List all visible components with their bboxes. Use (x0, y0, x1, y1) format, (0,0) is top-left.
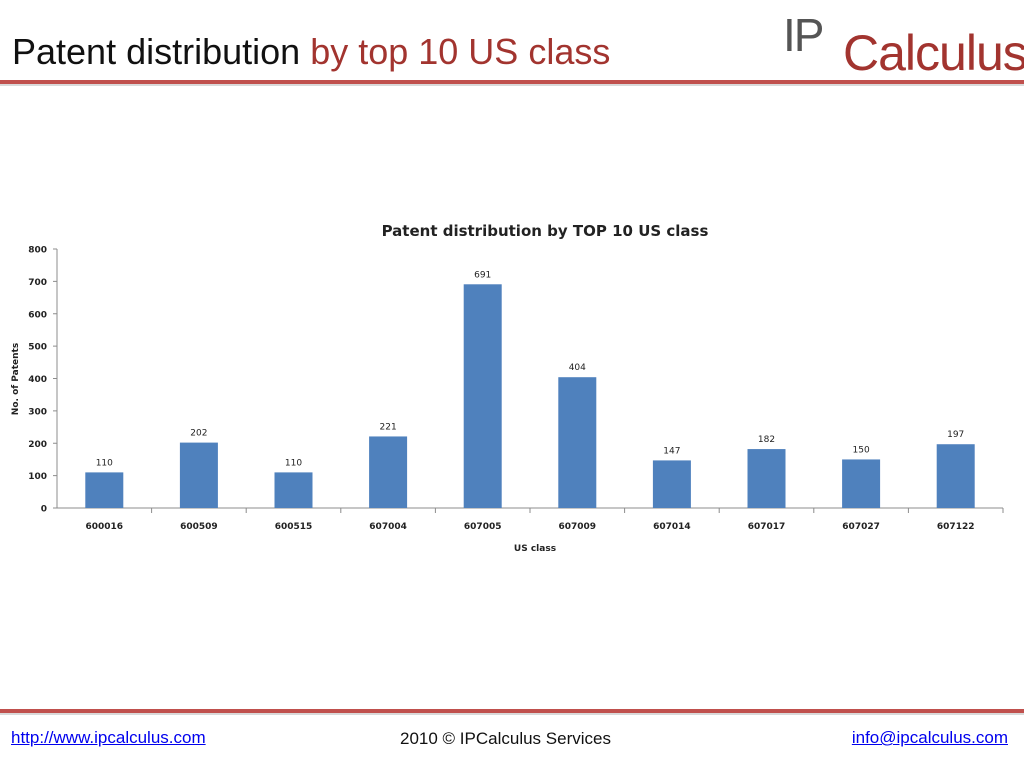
bar (369, 436, 408, 508)
x-tick-label: 607009 (559, 522, 597, 532)
y-tick-label: 300 (28, 407, 47, 417)
y-tick-label: 200 (28, 440, 47, 450)
x-tick-label: 607005 (464, 522, 502, 532)
data-label: 197 (947, 430, 964, 440)
slide-title-main: Patent distribution (12, 31, 301, 72)
x-tick-label: 600016 (86, 522, 124, 532)
website-link[interactable]: http://www.ipcalculus.com (11, 728, 206, 747)
data-label: 182 (758, 435, 775, 445)
bar (936, 444, 975, 508)
email-link[interactable]: info@ipcalculus.com (851, 728, 1008, 747)
logo-ip-text: IP (783, 9, 824, 61)
bar (85, 472, 124, 508)
ipcalculus-logo: IP Calculus (783, 2, 1024, 81)
data-label: 404 (569, 363, 586, 373)
y-tick-label: 400 (28, 375, 47, 385)
chart-container: Patent distribution by TOP 10 US class 0 1… (0, 205, 1024, 565)
y-tick-label: 0 (41, 505, 47, 515)
copyright-text: 2010 © IPCalculus Services (400, 729, 611, 748)
x-tick-label: 600515 (275, 522, 313, 532)
y-tick-label: 700 (28, 278, 47, 288)
data-label: 202 (190, 429, 207, 439)
x-tick-label: 607027 (842, 522, 880, 532)
bar-chart: Patent distribution by TOP 10 US class 0 1… (11, 222, 1004, 554)
y-tick-label: 500 (28, 343, 47, 353)
bar (747, 449, 786, 508)
slide-title: Patent distribution by top 10 US class (12, 28, 610, 76)
data-label: 221 (380, 422, 397, 432)
footer-divider (0, 709, 1024, 715)
logo-calculus-text: Calculus (843, 25, 1024, 81)
slide-title-accent: by top 10 US class (300, 31, 611, 72)
data-label: 691 (474, 270, 491, 280)
y-tick-label: 600 (28, 310, 47, 320)
bar (463, 284, 502, 508)
x-axis-label: US class (514, 544, 556, 554)
x-tick-label: 607014 (653, 522, 691, 532)
y-axis-label: No. of Patents (11, 343, 21, 415)
bar (842, 459, 881, 508)
bar (179, 442, 218, 508)
y-tick-label: 100 (28, 472, 47, 482)
x-tick-label: 607122 (937, 522, 975, 532)
y-tick-label: 800 (28, 246, 47, 256)
bar (652, 460, 691, 508)
bar (558, 377, 597, 508)
x-tick-label: 607017 (748, 522, 786, 532)
data-label: 110 (285, 458, 302, 468)
data-label: 147 (663, 446, 680, 456)
header-divider (0, 80, 1024, 86)
data-label: 150 (853, 445, 870, 455)
x-tick-label: 607004 (369, 522, 407, 532)
bar (274, 472, 313, 508)
chart-title: Patent distribution by TOP 10 US class (382, 222, 709, 240)
data-label: 110 (96, 458, 113, 468)
x-tick-label: 600509 (180, 522, 218, 532)
